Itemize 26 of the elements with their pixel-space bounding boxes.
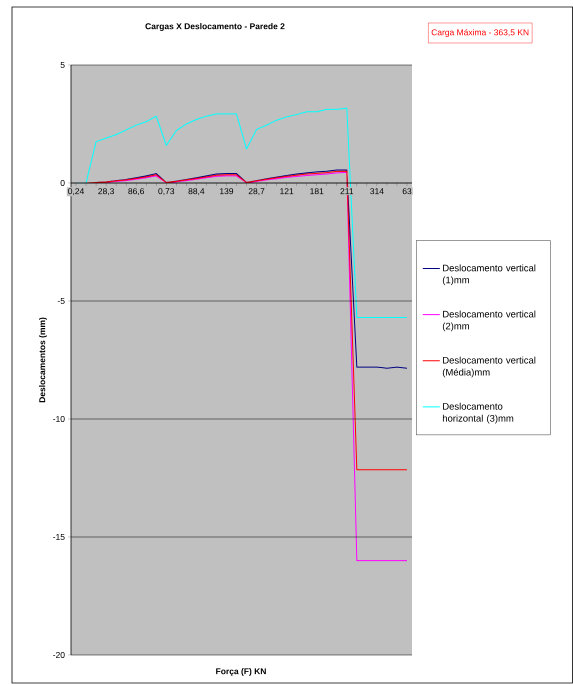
legend-label: Deslocamento vertical (1)mm xyxy=(442,264,536,286)
y-tick-label: -20 xyxy=(53,652,65,658)
x-axis-title: Força (F) KN xyxy=(216,668,266,676)
x-tick-label: 121 xyxy=(280,188,294,194)
x-tick-label: 0,73 xyxy=(158,188,174,196)
x-tick-label: 63 xyxy=(402,188,412,194)
x-tick-label: 86,6 xyxy=(128,188,144,196)
y-tick-label: -15 xyxy=(53,534,65,540)
legend-label: Deslocamento vertical (2)mm xyxy=(442,310,536,332)
y-tick-label: 5 xyxy=(60,62,65,68)
text: Carga Máxima - 363,5 KN xyxy=(432,29,528,37)
x-tick-label: 211 xyxy=(340,188,354,194)
x-tick-label: 88,4 xyxy=(188,188,204,196)
x-tick-label: 314 xyxy=(370,188,384,194)
y-axis-title: Deslocamentos (mm) xyxy=(38,318,47,402)
y-tick-label: -5 xyxy=(58,298,65,304)
y-tick-label: -10 xyxy=(53,416,65,422)
x-tick-label: 28,3 xyxy=(98,188,114,196)
x-tick-label: 0,24 xyxy=(68,188,84,196)
x-tick-label: 139 xyxy=(220,188,234,194)
x-tick-label: 181 xyxy=(310,188,324,194)
legend-label: Deslocamento vertical (Média)mm xyxy=(442,356,536,378)
chart-title: Cargas X Deslocamento - Parede 2 xyxy=(145,23,285,31)
legend-label: Deslocamento horizontal (3)mm xyxy=(442,402,514,424)
y-tick-label: 0 xyxy=(60,180,65,186)
x-tick-label: 28,7 xyxy=(248,188,264,196)
